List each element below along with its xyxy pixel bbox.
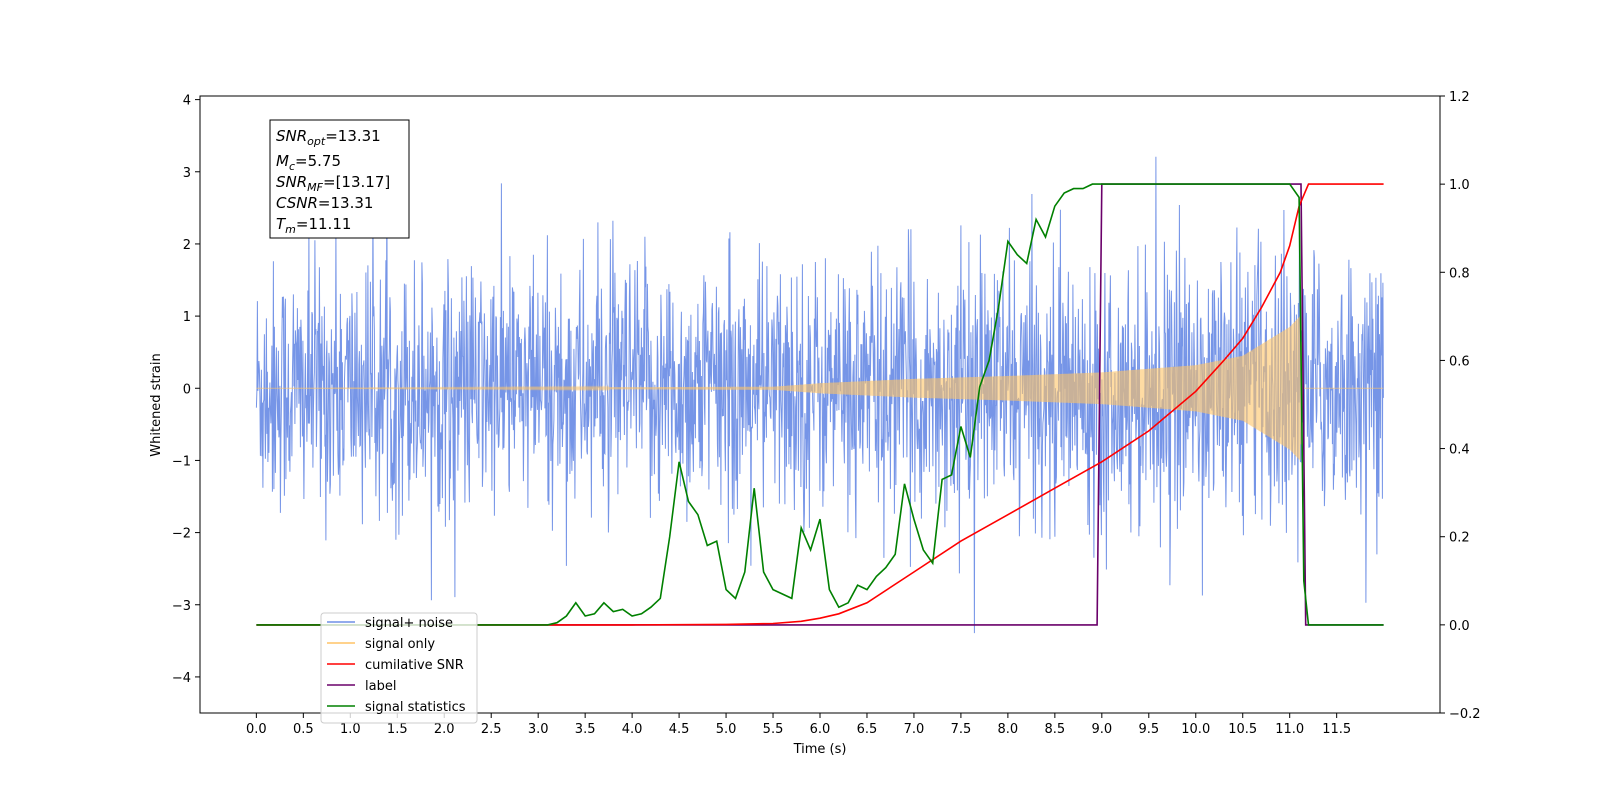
legend-items: signal+ noise signal only cumilative SNR la…: [327, 616, 466, 715]
y-axis-right: −0.2 0.0 0.2 0.4 0.6 0.8 1.0 1.2: [1440, 90, 1481, 722]
legend-label: cumilative SNR: [365, 658, 464, 673]
info-snr-opt: SNRopt=13.31: [276, 127, 381, 148]
x-tick-label: 7.0: [904, 722, 925, 737]
x-tick-label: 8.0: [998, 722, 1019, 737]
info-box-frame: [269, 119, 410, 239]
y-tick-label: −4: [172, 671, 191, 686]
y-axis-label: Whitened strain: [149, 353, 164, 456]
y-axis-left: −4 −3 −2 −1 0 1 2 3 4: [172, 94, 200, 686]
y2-tick-label: 0.4: [1449, 443, 1470, 458]
x-axis: 0.0 0.5 1.0 1.5 2.0 2.5 3.0 3.5 4.0 4.5 5.0 5.5 6.0 6…: [246, 713, 1351, 737]
x-tick-label: 1.0: [340, 722, 361, 737]
series-signal-only: [256, 316, 1384, 461]
y2-tick-label: 0.2: [1449, 531, 1470, 546]
y-tick-label: 4: [183, 94, 191, 109]
x-tick-label: 0.0: [246, 722, 267, 737]
info-mc: Mc=5.75: [276, 152, 341, 173]
x-tick-label: 5.0: [716, 722, 737, 737]
legend-label: signal only: [365, 637, 435, 652]
y2-tick-label: 0.6: [1449, 354, 1470, 369]
info-snr-mf: SNRMF=[13.17]: [276, 173, 390, 194]
x-axis-label: Time (s): [793, 742, 847, 757]
y-tick-label: 2: [183, 238, 191, 253]
info-csnr: CSNR=13.31: [276, 194, 373, 212]
y-tick-label: 1: [183, 310, 191, 325]
legend-label: signal statistics: [365, 700, 466, 715]
info-tm: Tm=11.11: [276, 215, 351, 236]
x-tick-label: 10.5: [1228, 722, 1257, 737]
y-tick-label: 0: [183, 382, 191, 397]
x-tick-label: 5.5: [763, 722, 784, 737]
x-tick-label: 9.5: [1138, 722, 1159, 737]
series-layer: [255, 149, 1384, 634]
y-tick-label: −1: [172, 454, 191, 469]
x-tick-label: 1.5: [387, 722, 408, 737]
y-tick-label: −2: [172, 527, 191, 542]
x-tick-label: 3.0: [528, 722, 549, 737]
x-tick-label: 6.0: [810, 722, 831, 737]
info-box: SNRopt=13.31 Mc=5.75 SNRMF=[13.17] CSNR=…: [269, 119, 410, 239]
y2-tick-label: 0.0: [1449, 619, 1470, 634]
x-tick-label: 11.0: [1275, 722, 1304, 737]
legend: signal+ noise signal only cumilative SNR la…: [320, 612, 478, 724]
y2-tick-label: 1.2: [1449, 90, 1470, 105]
x-tick-label: 7.5: [951, 722, 972, 737]
x-tick-label: 0.5: [293, 722, 314, 737]
x-tick-label: 9.0: [1091, 722, 1112, 737]
x-tick-label: 4.5: [669, 722, 690, 737]
legend-frame: [320, 612, 478, 724]
y-tick-label: −3: [172, 599, 191, 614]
series-cumulative-snr: [256, 183, 1384, 626]
x-tick-label: 3.5: [575, 722, 596, 737]
y-tick-label: 3: [183, 166, 191, 181]
y2-tick-label: 1.0: [1449, 178, 1470, 193]
x-tick-label: 10.0: [1181, 722, 1210, 737]
x-tick-label: 8.5: [1045, 722, 1066, 737]
legend-label: label: [365, 679, 396, 694]
x-tick-label: 11.5: [1322, 722, 1351, 737]
y2-tick-label: −0.2: [1449, 707, 1481, 722]
legend-label: signal+ noise: [365, 616, 453, 631]
series-signal-statistics: [256, 183, 1384, 626]
x-tick-label: 2.5: [481, 722, 502, 737]
x-tick-label: 2.0: [434, 722, 455, 737]
x-tick-label: 4.0: [622, 722, 643, 737]
y2-tick-label: 0.8: [1449, 266, 1470, 281]
x-tick-label: 6.5: [857, 722, 878, 737]
